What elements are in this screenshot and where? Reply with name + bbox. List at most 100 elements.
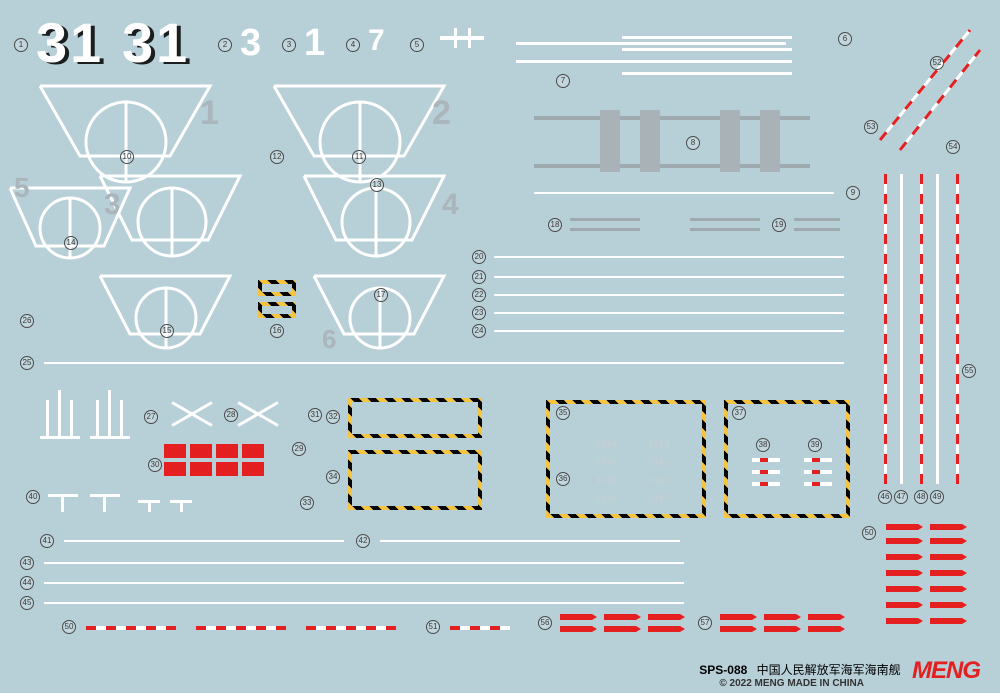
rw-seg xyxy=(450,626,510,630)
line xyxy=(44,582,684,584)
antenna xyxy=(108,390,111,436)
marker-45: 45 xyxy=(20,596,34,610)
marker-20: 20 xyxy=(472,250,486,264)
marker-26: 26 xyxy=(20,314,34,328)
marker-15: 15 xyxy=(160,324,174,338)
missile xyxy=(648,626,680,632)
line xyxy=(534,192,834,194)
rw-seg xyxy=(196,626,286,630)
missile xyxy=(808,614,840,620)
brand-logo: MENG xyxy=(912,657,980,684)
tiny-num: 3330 xyxy=(596,476,618,485)
china-flag xyxy=(164,462,186,476)
deco-bar xyxy=(440,36,484,40)
marker-18: 18 xyxy=(548,218,562,232)
marker-19: 19 xyxy=(772,218,786,232)
stripe xyxy=(622,48,792,51)
marker-6: 6 xyxy=(838,32,852,46)
marker-31: 31 xyxy=(308,408,322,422)
marker-17: 17 xyxy=(374,288,388,302)
hazard-small xyxy=(258,302,296,318)
num-3: 3 xyxy=(240,22,263,65)
marker-55: 55 xyxy=(962,364,976,378)
t-stem xyxy=(103,494,106,512)
product-name-cn: 中国人民解放军海军海南舰 xyxy=(757,663,901,677)
marker-38: 38 xyxy=(756,438,770,452)
marker-16: 16 xyxy=(270,324,284,338)
light-red xyxy=(812,482,820,486)
marker-43: 43 xyxy=(20,556,34,570)
marker-25: 25 xyxy=(20,356,34,370)
marker-3: 3 xyxy=(282,38,296,52)
line xyxy=(380,540,680,542)
marker-44: 44 xyxy=(20,576,34,590)
product-code: SPS-088 xyxy=(699,663,747,677)
tick-bar xyxy=(570,218,640,221)
line xyxy=(44,602,684,604)
marker-34: 34 xyxy=(326,470,340,484)
marker-50: 50 xyxy=(62,620,76,634)
marker-21: 21 xyxy=(472,270,486,284)
tick-bar xyxy=(794,228,840,231)
marker-57: 57 xyxy=(698,616,712,630)
grey-pillar xyxy=(600,110,620,172)
deco-stem xyxy=(468,28,471,48)
marker-37: 37 xyxy=(732,406,746,420)
marker-40: 40 xyxy=(26,490,40,504)
marker-9: 9 xyxy=(846,186,860,200)
missile xyxy=(720,614,752,620)
marker-53: 53 xyxy=(864,120,878,134)
marker-49: 49 xyxy=(930,490,944,504)
line xyxy=(44,562,684,564)
rw-seg xyxy=(86,626,176,630)
marker-12: 12 xyxy=(270,150,284,164)
stripe xyxy=(622,72,792,75)
marker-22: 22 xyxy=(472,288,486,302)
line xyxy=(494,312,844,314)
missile xyxy=(930,618,962,624)
heli-num-5: 5 xyxy=(14,172,30,204)
grey-pillar xyxy=(720,110,740,172)
num-7: 7 xyxy=(368,24,386,58)
mast-solid xyxy=(936,174,939,484)
missile xyxy=(886,570,918,576)
missile xyxy=(930,586,962,592)
antenna xyxy=(70,400,73,436)
mast-dashed xyxy=(920,174,923,484)
missile xyxy=(648,614,680,620)
tiny-num: 3336 xyxy=(596,458,618,467)
grey-pillar xyxy=(640,110,660,172)
marker-39: 39 xyxy=(808,438,822,452)
missile xyxy=(930,524,962,530)
tiny-num: 3337 xyxy=(648,494,670,503)
marker-33: 33 xyxy=(300,496,314,510)
t-stem xyxy=(148,500,151,512)
antenna xyxy=(46,400,49,436)
heli-spot-bl xyxy=(100,276,240,366)
heli-num-1: 1 xyxy=(200,94,219,133)
missile xyxy=(604,614,636,620)
tick-bar xyxy=(690,218,760,221)
antenna-base xyxy=(40,436,80,439)
line xyxy=(44,362,844,364)
marker-56: 56 xyxy=(538,616,552,630)
hazard-box-34 xyxy=(348,450,482,510)
marker-5: 5 xyxy=(410,38,424,52)
marker-42: 42 xyxy=(356,534,370,548)
stripe xyxy=(622,36,792,39)
marker-35: 35 xyxy=(556,406,570,420)
marker-28: 28 xyxy=(224,408,238,422)
light-red xyxy=(760,470,768,474)
line xyxy=(494,276,844,278)
marker-32: 32 xyxy=(326,410,340,424)
china-flag xyxy=(216,444,238,458)
missile xyxy=(886,554,918,560)
line xyxy=(494,330,844,332)
marker-4: 4 xyxy=(346,38,360,52)
num-1: 1 xyxy=(304,22,327,65)
missile xyxy=(930,554,962,560)
marker-50b: 50 xyxy=(862,526,876,540)
hull-number-a: 31 xyxy=(36,10,104,75)
light-red xyxy=(812,470,820,474)
tiny-num: 3330 xyxy=(596,494,618,503)
